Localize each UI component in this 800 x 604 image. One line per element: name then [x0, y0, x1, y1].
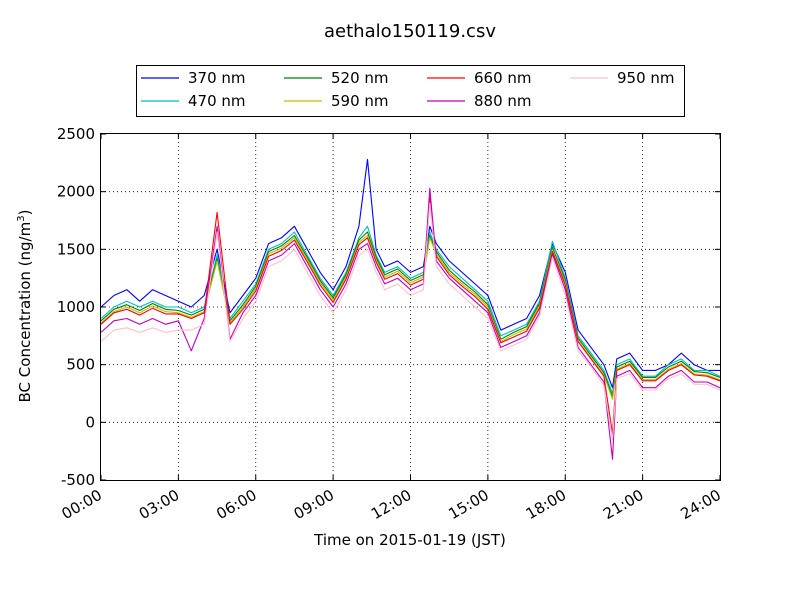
x-axis-label: Time on 2015-01-19 (JST) [313, 531, 506, 549]
y-tick-label: 1500 [57, 240, 95, 258]
y-tick-label: 2500 [57, 125, 95, 143]
legend-label: 660 nm [474, 69, 532, 87]
legend-label: 370 nm [188, 69, 246, 87]
x-tick-label: 06:00 [213, 486, 259, 523]
y-tick-label: 0 [85, 413, 95, 431]
series-line-370-nm [100, 158, 720, 389]
x-tick-label: 21:00 [600, 486, 646, 523]
plot-area-frame [100, 133, 721, 481]
x-tick-label: 18:00 [523, 486, 569, 523]
y-tick-label: 1000 [57, 298, 95, 316]
legend: 370 nm 470 nm 520 nm 590 nm 660 nm 880 nm 950 … [136, 65, 685, 117]
legend-label: 470 nm [188, 92, 246, 110]
y-axis-label-main: BC Concentration (ng/m [16, 222, 34, 403]
x-tick-label: 12:00 [368, 486, 414, 523]
x-tick-label: 24:00 [678, 486, 724, 523]
x-tick-label: 03:00 [136, 486, 182, 523]
legend-label: 880 nm [474, 92, 532, 110]
legend-label: 950 nm [617, 69, 675, 87]
axis-ticks: 00:00 03:00 06:00 09:00 12:00 15:00 18:00 21:00… [57, 125, 724, 523]
series-line-950-nm [100, 202, 721, 441]
y-axis-label-superscript: 3 [16, 215, 27, 221]
series-line-470-nm [100, 225, 721, 395]
legend-label: 520 nm [331, 69, 389, 87]
y-axis-label-close: ) [16, 210, 34, 216]
y-axis-label: BC Concentration (ng/m3) [16, 210, 34, 403]
y-tick-label: 500 [66, 356, 95, 374]
legend-frame [136, 65, 685, 117]
y-tick-label: 2000 [57, 183, 95, 201]
grid-lines [101, 134, 720, 480]
series-line-590-nm [100, 234, 721, 400]
legend-label: 590 nm [331, 92, 389, 110]
x-tick-label: 15:00 [445, 486, 491, 523]
chart-title: aethalo150119.csv [324, 21, 496, 42]
series-line-880-nm [100, 187, 721, 460]
y-tick-label: -500 [61, 471, 95, 489]
x-tick-label: 09:00 [291, 486, 337, 523]
x-tick-label: 00:00 [59, 486, 105, 523]
series-lines [100, 158, 721, 460]
